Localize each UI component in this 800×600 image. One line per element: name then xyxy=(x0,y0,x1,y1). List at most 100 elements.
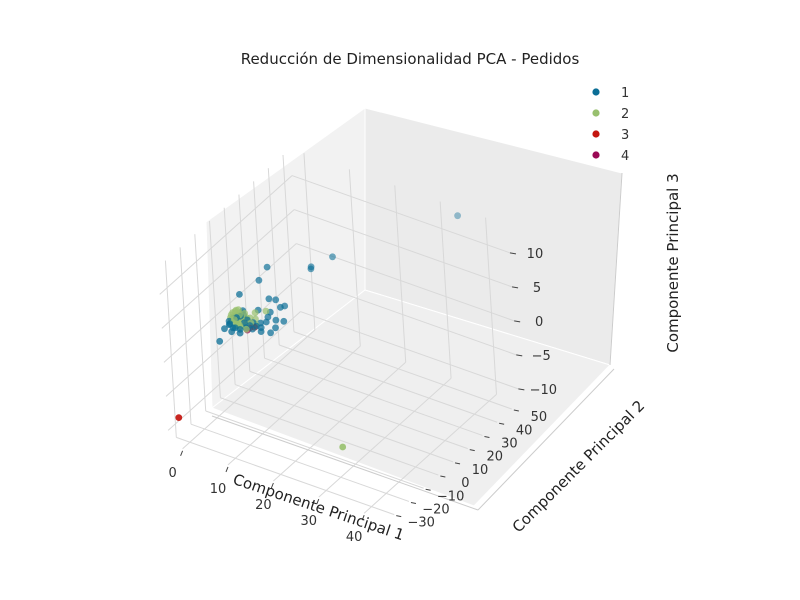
point-series-2 xyxy=(339,443,347,451)
z-tick-mark xyxy=(516,354,523,357)
chart-title: Reducción de Dimensionalidad PCA - Pedid… xyxy=(241,50,580,68)
grid-y-side xyxy=(223,207,236,385)
grid-y-floor xyxy=(220,397,439,476)
y-tick-label: −10 xyxy=(437,489,464,504)
data-points xyxy=(175,212,461,451)
grid-x-back xyxy=(485,217,497,395)
x-tick-mark xyxy=(270,482,274,489)
y-tick-label: 40 xyxy=(516,423,533,438)
grid-z-back xyxy=(291,175,511,254)
x-tick-label: 20 xyxy=(255,498,272,513)
legend-marker-4 xyxy=(592,151,600,159)
grid-y-floor xyxy=(176,436,395,516)
y-tick-mark xyxy=(396,515,402,518)
point-series-1 xyxy=(236,329,244,337)
x-tick-label: 30 xyxy=(301,514,318,529)
y-tick-mark xyxy=(440,475,446,478)
legend-label-3: 3 xyxy=(621,128,629,143)
x-tick-label: 0 xyxy=(168,466,176,481)
x-axis-line xyxy=(211,415,479,511)
y-tick-label: 10 xyxy=(472,463,489,478)
grid-y-side xyxy=(238,194,251,372)
grid-y-floor xyxy=(293,331,513,410)
y-tick-mark xyxy=(469,449,475,452)
point-series-1 xyxy=(265,295,273,303)
x-tick-label: 40 xyxy=(346,530,363,545)
point-series-2 xyxy=(227,311,235,319)
grid-y-floor xyxy=(279,344,498,423)
grid-z-back xyxy=(293,209,513,288)
z-tick-label: −10 xyxy=(530,383,557,398)
point-series-1 xyxy=(329,253,336,261)
z-tick-mark xyxy=(509,252,517,255)
grid-y-floor xyxy=(234,384,454,463)
y-tick-mark xyxy=(454,462,461,465)
grid-y-side xyxy=(164,260,177,438)
point-series-2 xyxy=(251,309,259,317)
x-tick-mark xyxy=(316,498,320,505)
point-series-1 xyxy=(221,325,228,333)
grid-z-back xyxy=(298,277,517,356)
legend-label-2: 2 xyxy=(621,107,629,122)
point-series-1 xyxy=(454,212,461,220)
point-series-1 xyxy=(236,291,243,298)
y-tick-mark xyxy=(513,409,519,412)
y-tick-label: 20 xyxy=(486,450,503,465)
point-series-1 xyxy=(280,317,288,325)
point-series-1 xyxy=(263,263,271,271)
grid-x-back xyxy=(303,153,316,331)
point-series-1 xyxy=(277,303,284,311)
point-series-1 xyxy=(272,316,280,324)
grid-y-side xyxy=(282,154,295,332)
z-tick-label: −5 xyxy=(532,349,551,364)
point-series-2 xyxy=(243,325,250,333)
point-series-3 xyxy=(175,414,183,421)
legend-label-1: 1 xyxy=(621,86,629,101)
y-tick-mark xyxy=(484,435,490,438)
z-tick-label: 10 xyxy=(527,247,544,262)
y-tick-label: 50 xyxy=(531,410,548,425)
y-tick-label: 30 xyxy=(501,436,518,451)
point-series-1 xyxy=(216,337,224,345)
point-series-1 xyxy=(249,325,256,333)
grid-y-floor xyxy=(249,370,468,450)
point-series-1 xyxy=(272,324,279,332)
panes xyxy=(205,107,623,507)
point-series-1 xyxy=(262,318,270,326)
legend-label-4: 4 xyxy=(621,149,629,164)
point-series-1 xyxy=(228,328,236,336)
grid-z-side xyxy=(167,311,301,431)
z-tick-mark xyxy=(514,320,521,323)
grid-y-side xyxy=(194,234,207,412)
z-tick-mark xyxy=(511,286,519,289)
z-tick-label: 0 xyxy=(535,315,543,330)
point-series-1 xyxy=(255,276,263,284)
legend-marker-2 xyxy=(592,109,600,117)
point-series-1 xyxy=(307,265,315,273)
point-series-1 xyxy=(226,320,234,328)
point-series-2 xyxy=(262,307,270,315)
y-tick-mark xyxy=(425,488,431,491)
y-tick-mark xyxy=(410,501,417,504)
z-axis-label: Componente Principal 3 xyxy=(664,173,682,352)
grid-z-side xyxy=(159,175,293,295)
grid-z-back xyxy=(300,311,519,390)
grid-y-floor xyxy=(190,423,410,502)
grid-z-side xyxy=(163,243,297,363)
grid-y-side xyxy=(209,220,221,398)
point-series-1 xyxy=(257,328,265,335)
legend: 1 2 3 4 xyxy=(592,86,629,164)
grid-x-back xyxy=(394,185,407,363)
y-tick-mark xyxy=(499,422,505,425)
grid-y-side xyxy=(267,168,280,346)
legend-marker-1 xyxy=(592,88,600,96)
y-axis-line xyxy=(477,368,615,511)
x-tick-mark xyxy=(361,515,365,521)
z-tick-label: 5 xyxy=(533,281,541,296)
x-tick-mark xyxy=(180,450,184,456)
grid-y-floor xyxy=(264,357,483,436)
grid-y-floor xyxy=(205,410,424,489)
grid-x-back xyxy=(348,169,361,347)
